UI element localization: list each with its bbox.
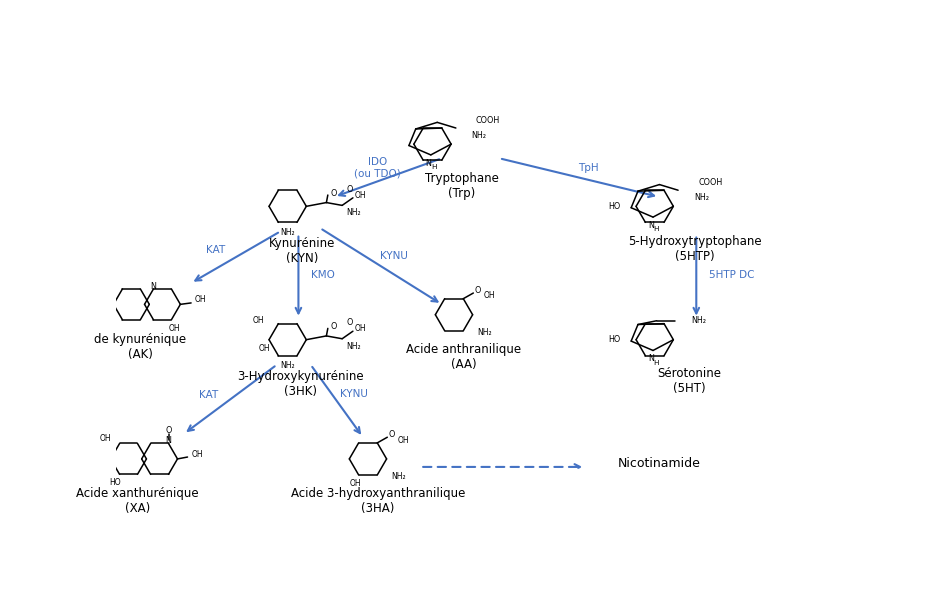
Text: OH: OH	[194, 295, 206, 304]
Text: OH: OH	[354, 324, 366, 333]
Text: O: O	[166, 426, 172, 435]
Text: NH₂: NH₂	[691, 316, 706, 325]
Text: KMO: KMO	[311, 270, 335, 280]
Text: O: O	[346, 318, 352, 327]
Text: N: N	[151, 282, 156, 291]
Text: 3-Hydroxykynurénine
(3HK): 3-Hydroxykynurénine (3HK)	[238, 370, 364, 398]
Text: H: H	[653, 360, 659, 366]
Text: TpH: TpH	[578, 163, 599, 173]
Text: Acide anthranilique
(AA): Acide anthranilique (AA)	[406, 343, 522, 371]
Text: COOH: COOH	[698, 178, 722, 187]
Text: KYNU: KYNU	[380, 252, 408, 261]
Text: OH: OH	[259, 344, 270, 353]
Text: O: O	[388, 430, 395, 439]
Text: OH: OH	[191, 450, 204, 459]
Text: Kynurénine
(KYN): Kynurénine (KYN)	[269, 237, 335, 265]
Text: Acide 3-hydroxyanthranilique
(3HA): Acide 3-hydroxyanthranilique (3HA)	[290, 487, 465, 515]
Text: KYNU: KYNU	[339, 389, 367, 399]
Text: Sérotonine
(5HT): Sérotonine (5HT)	[657, 367, 722, 395]
Text: N: N	[166, 436, 171, 445]
Text: de kynurénique
(AK): de kynurénique (AK)	[94, 332, 186, 360]
Text: Tryptophane
(Trp): Tryptophane (Trp)	[425, 173, 499, 200]
Text: KAT: KAT	[206, 245, 226, 255]
Text: OH: OH	[484, 291, 495, 300]
Text: O: O	[475, 286, 481, 295]
Text: OH: OH	[168, 324, 180, 333]
Text: 5HTP DC: 5HTP DC	[709, 270, 755, 280]
Text: Nicotinamide: Nicotinamide	[618, 457, 700, 470]
Text: OH: OH	[398, 436, 409, 444]
Text: NH₂: NH₂	[694, 193, 709, 202]
Text: HO: HO	[608, 202, 621, 211]
Text: NH₂: NH₂	[280, 361, 295, 370]
Text: IDO
(ou TDO): IDO (ou TDO)	[354, 157, 401, 179]
Text: N: N	[426, 159, 432, 168]
Text: NH₂: NH₂	[346, 209, 361, 217]
Text: COOH: COOH	[476, 116, 500, 125]
Text: 5-Hydroxytryptophane
(5HTP): 5-Hydroxytryptophane (5HTP)	[628, 234, 761, 263]
Text: OH: OH	[99, 435, 111, 443]
Text: H: H	[653, 226, 659, 233]
Text: HO: HO	[608, 335, 621, 344]
Text: HO: HO	[109, 479, 121, 487]
Text: OH: OH	[354, 190, 366, 200]
Text: NH₂: NH₂	[346, 341, 361, 351]
Text: N: N	[648, 221, 654, 230]
Text: Acide xanthurénique
(XA): Acide xanthurénique (XA)	[76, 487, 199, 515]
Text: OH: OH	[350, 479, 362, 488]
Text: O: O	[330, 322, 337, 331]
Text: O: O	[346, 185, 352, 194]
Text: NH₂: NH₂	[391, 472, 406, 481]
Text: H: H	[431, 164, 437, 170]
Text: KAT: KAT	[199, 390, 218, 400]
Text: N: N	[648, 354, 654, 364]
Text: NH₂: NH₂	[472, 130, 487, 140]
Text: NH₂: NH₂	[280, 228, 295, 237]
Text: NH₂: NH₂	[477, 328, 492, 337]
Text: O: O	[330, 188, 337, 198]
Text: OH: OH	[253, 316, 264, 326]
